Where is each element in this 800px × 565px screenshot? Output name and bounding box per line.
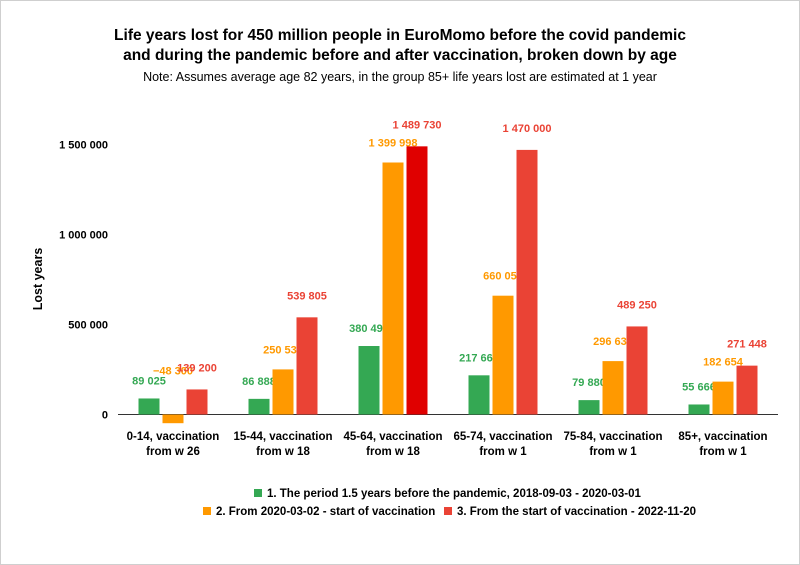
legend-swatch-2 xyxy=(203,507,211,515)
legend-item-series-3: 3. From the start of vaccination - 2022-… xyxy=(444,506,696,518)
x-tick-label: 15-44, vaccination xyxy=(233,431,332,443)
data-label-series-3: 1 489 730 xyxy=(393,119,442,131)
y-tick-label: 1 000 000 xyxy=(59,230,108,242)
bar-series-3 xyxy=(187,389,208,414)
bar-series-1 xyxy=(469,375,490,414)
x-tick-label: 85+, vaccination xyxy=(678,431,767,443)
bar-series-1 xyxy=(689,404,710,414)
bar-series-3 xyxy=(737,366,758,415)
data-label-series-3: 1 470 000 xyxy=(503,123,552,135)
legend-label-3: 3. From the start of vaccination - 2022-… xyxy=(457,506,696,518)
bar-series-2 xyxy=(713,382,734,415)
data-label-series-1: 79 880 xyxy=(572,377,606,389)
bar-chart: Lost years0500 0001 000 0001 500 00089 0… xyxy=(0,0,800,565)
data-label-series-1: 86 888 xyxy=(242,376,276,388)
bar-series-3 xyxy=(627,326,648,414)
y-tick-label: 1 500 000 xyxy=(59,140,108,152)
bar-series-3 xyxy=(407,146,428,414)
x-tick-label: 65-74, vaccination xyxy=(453,431,552,443)
data-label-series-3: 489 250 xyxy=(617,299,657,311)
bar-series-2 xyxy=(163,415,184,424)
bar-series-1 xyxy=(139,398,160,414)
data-label-series-3: 139 200 xyxy=(177,362,217,374)
bar-series-1 xyxy=(359,346,380,414)
bar-series-3 xyxy=(297,317,318,414)
x-tick-label: from w 26 xyxy=(146,446,200,458)
x-tick-label: 75-84, vaccination xyxy=(563,431,662,443)
legend-label-1: 1. The period 1.5 years before the pande… xyxy=(267,488,641,500)
data-label-series-3: 539 805 xyxy=(287,290,327,302)
x-tick-label: from w 1 xyxy=(699,446,747,458)
legend-swatch-1 xyxy=(254,489,262,497)
x-tick-label: from w 18 xyxy=(366,446,420,458)
x-tick-label: from w 18 xyxy=(256,446,310,458)
y-tick-label: 0 xyxy=(102,410,108,422)
bar-series-2 xyxy=(273,369,294,414)
legend-label-2: 2. From 2020-03-02 - start of vaccinatio… xyxy=(216,506,435,518)
bar-series-2 xyxy=(603,361,624,414)
bar-series-3 xyxy=(517,150,538,415)
data-label-series-1: 55 666 xyxy=(682,381,716,393)
x-tick-label: from w 1 xyxy=(589,446,637,458)
bar-series-2 xyxy=(493,296,514,415)
legend-swatch-3 xyxy=(444,507,452,515)
legend-item-series-2: 2. From 2020-03-02 - start of vaccinatio… xyxy=(203,506,435,518)
bar-series-2 xyxy=(383,163,404,415)
y-axis-label: Lost years xyxy=(31,248,45,311)
data-label-series-3: 271 448 xyxy=(727,339,767,351)
bar-series-1 xyxy=(249,399,270,415)
x-tick-label: from w 1 xyxy=(479,446,527,458)
legend-item-series-1: 1. The period 1.5 years before the pande… xyxy=(254,488,641,500)
x-tick-label: 45-64, vaccination xyxy=(343,431,442,443)
bar-series-1 xyxy=(579,400,600,414)
x-tick-label: 0-14, vaccination xyxy=(127,431,220,443)
y-tick-label: 500 000 xyxy=(68,320,108,332)
